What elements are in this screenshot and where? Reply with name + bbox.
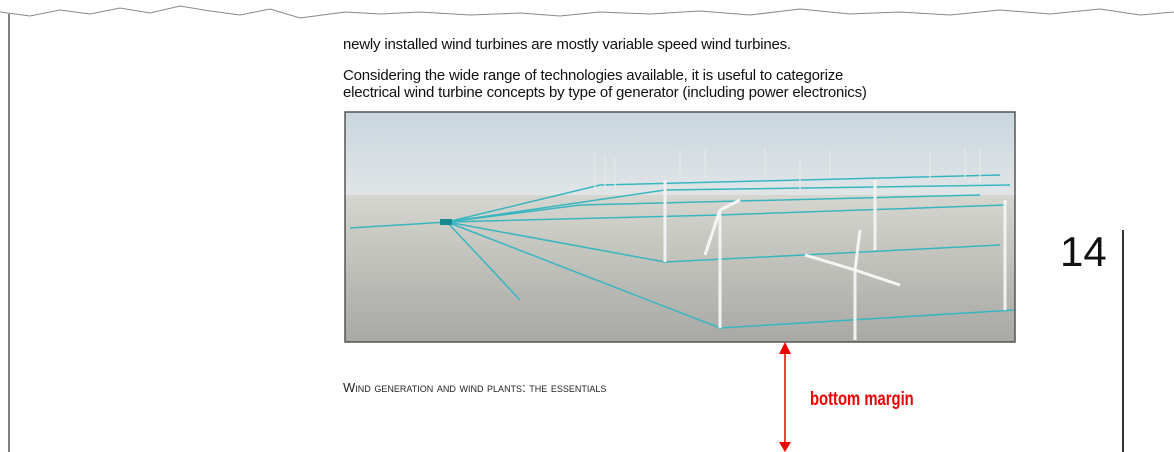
document: newly installed wind turbines are mostly… <box>0 0 1174 452</box>
margin-arrow <box>779 342 791 452</box>
page-number: 14 <box>1060 228 1107 276</box>
annotation: bottom margin <box>810 389 914 411</box>
paragraph-line: electrical wind turbine concepts by type… <box>343 84 867 101</box>
wind-farm-image <box>345 112 1015 342</box>
torn-edge <box>0 6 1174 18</box>
body-line: newly installed wind turbines are mostly… <box>343 36 791 53</box>
running-footer: Wind generation and wind plants: the ess… <box>343 380 606 395</box>
page: newly installed wind turbines are mostly… <box>0 0 1174 452</box>
paragraph-line: Considering the wide range of technologi… <box>343 67 843 84</box>
